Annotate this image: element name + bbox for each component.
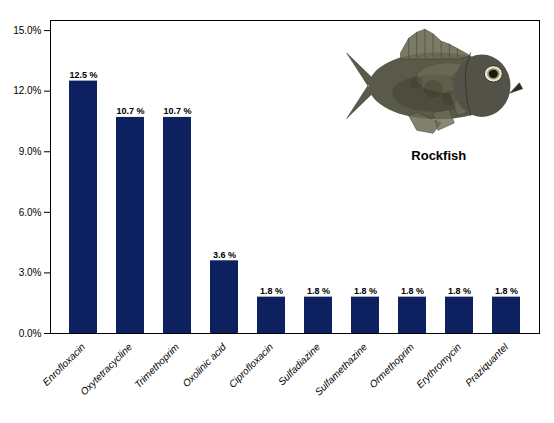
svg-text:3.0%: 3.0% (19, 267, 42, 278)
svg-text:1.8 %: 1.8 % (401, 286, 424, 296)
svg-text:10.7 %: 10.7 % (163, 106, 191, 116)
svg-text:9.0%: 9.0% (19, 146, 42, 157)
svg-text:Praziquantel: Praziquantel (463, 341, 511, 389)
svg-text:Rockfish: Rockfish (411, 148, 466, 163)
svg-text:Trimethoprim: Trimethoprim (132, 341, 181, 390)
svg-text:Oxolinic acid: Oxolinic acid (180, 341, 228, 389)
svg-text:Ormethoprim: Ormethoprim (367, 341, 416, 390)
svg-text:12.5 %: 12.5 % (69, 70, 97, 80)
svg-text:Enrofloxacin: Enrofloxacin (40, 341, 87, 388)
svg-text:Oxytetracycline: Oxytetracycline (78, 341, 134, 397)
svg-text:Sulfadiazine: Sulfadiazine (276, 341, 323, 388)
svg-text:12.0%: 12.0% (13, 85, 41, 96)
svg-text:0.0%: 0.0% (19, 328, 42, 339)
svg-text:15.0%: 15.0% (13, 25, 41, 36)
svg-text:Sulfamethazine: Sulfamethazine (313, 341, 370, 398)
svg-text:1.8 %: 1.8 % (448, 286, 471, 296)
svg-text:1.8 %: 1.8 % (354, 286, 377, 296)
svg-text:3.6 %: 3.6 % (213, 250, 236, 260)
svg-text:1.8 %: 1.8 % (307, 286, 330, 296)
svg-text:10.7 %: 10.7 % (116, 106, 144, 116)
svg-text:1.8 %: 1.8 % (495, 286, 518, 296)
svg-text:Ciprofloxacin: Ciprofloxacin (227, 341, 276, 390)
svg-text:Erythromycin: Erythromycin (414, 341, 463, 390)
svg-text:1.8 %: 1.8 % (260, 286, 283, 296)
svg-text:6.0%: 6.0% (19, 207, 42, 218)
